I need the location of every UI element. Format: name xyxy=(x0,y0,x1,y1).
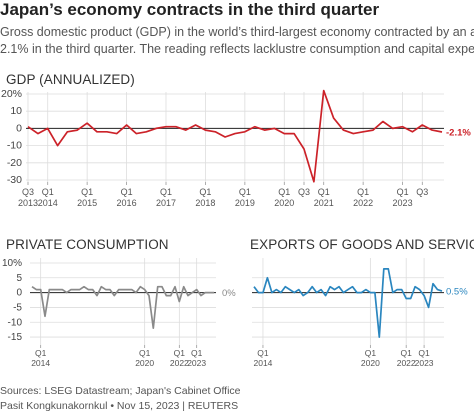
gdp-xtick-quarter: Q1 xyxy=(278,187,290,197)
consumption-xtick-quarter: Q1 xyxy=(191,348,203,358)
gdp-xtick-year: 2014 xyxy=(38,198,58,208)
consumption-chart-title: PRIVATE CONSUMPTION xyxy=(6,237,169,252)
gdp-xtick-quarter: Q1 xyxy=(199,187,211,197)
gdp-chart-title: GDP (ANNUALIZED) xyxy=(6,72,135,87)
gdp-xtick-quarter: Q1 xyxy=(81,187,93,197)
exports-xtick-quarter: Q1 xyxy=(257,348,269,358)
gdp-xtick-quarter: Q1 xyxy=(160,187,172,197)
exports-xtick-quarter: Q1 xyxy=(365,348,377,358)
credit-line: Pasit Kongkunakornkul • Nov 15, 2023 | R… xyxy=(0,400,239,412)
consumption-xtick-year: 2023 xyxy=(187,358,206,368)
gdp-end-label: -2.1% xyxy=(446,128,471,139)
gdp-xtick-quarter: Q3 xyxy=(416,187,428,197)
consumption-xtick-year: 2022 xyxy=(170,358,189,368)
consumption-ytick-label: 0 xyxy=(16,288,22,299)
consumption-end-label: 0% xyxy=(222,288,236,299)
gdp-xtick-quarter: Q1 xyxy=(357,187,369,197)
consumption-xtick-quarter: Q1 xyxy=(35,348,47,358)
gdp-ytick-label: 10 xyxy=(10,105,22,117)
consumption-ytick-label: 10% xyxy=(2,258,22,269)
gdp-xtick-year: 2015 xyxy=(77,198,97,208)
gdp-chart: 20%100-10-20-30Q32013Q12014Q12015Q12016Q… xyxy=(1,88,471,208)
consumption-ytick-label: 5 xyxy=(16,273,22,284)
consumption-ytick-label: -5 xyxy=(13,302,22,313)
page-title: Japan’s economy contracts in the third q… xyxy=(0,0,380,19)
gdp-xtick-year: 2022 xyxy=(353,198,373,208)
consumption-xtick-quarter: Q1 xyxy=(174,348,186,358)
gdp-ytick-label: -30 xyxy=(7,174,22,186)
gdp-xtick-year: 2013 xyxy=(18,198,38,208)
exports-xtick-year: 2022 xyxy=(397,358,416,368)
consumption-xtick-year: 2014 xyxy=(31,358,50,368)
exports-xtick-year: 2020 xyxy=(361,358,380,368)
sources-note: Sources: LSEG Datastream; Japan's Cabine… xyxy=(0,385,241,397)
exports-series-line xyxy=(253,268,443,338)
exports-xtick-year: 2023 xyxy=(415,358,434,368)
exports-xtick-year: 2014 xyxy=(253,358,272,368)
gdp-xtick-year: 2017 xyxy=(156,198,176,208)
gdp-xtick-quarter: Q3 xyxy=(22,187,34,197)
gdp-xtick-quarter: Q1 xyxy=(42,187,54,197)
exports-end-label: 0.5% xyxy=(446,287,468,298)
gdp-xtick-quarter: Q1 xyxy=(239,187,251,197)
exports-xtick-quarter: Q1 xyxy=(401,348,413,358)
consumption-series-line xyxy=(31,285,214,330)
gdp-ytick-label: -20 xyxy=(7,157,22,169)
gdp-xtick-year: 2020 xyxy=(274,198,294,208)
exports-xtick-quarter: Q1 xyxy=(418,348,430,358)
gdp-xtick-year: 2019 xyxy=(235,198,255,208)
consumption-ytick-label: -10 xyxy=(8,317,23,328)
gdp-xtick-year: 2021 xyxy=(314,198,334,208)
gdp-xtick-year: 2023 xyxy=(393,198,413,208)
consumption-xtick-quarter: Q1 xyxy=(139,348,151,358)
consumption-ytick-label: -15 xyxy=(8,332,23,343)
gdp-ytick-label: -10 xyxy=(7,140,22,152)
gdp-xtick-quarter: Q1 xyxy=(121,187,133,197)
gdp-ytick-label: 0 xyxy=(16,122,22,134)
gdp-xtick-quarter: Q1 xyxy=(397,187,409,197)
subtitle-line-1: Gross domestic product (GDP) in the worl… xyxy=(0,25,474,39)
gdp-xtick-quarter: Q1 xyxy=(318,187,330,197)
subtitle-line-2: 2.1% in the third quarter. The reading r… xyxy=(0,42,474,56)
gdp-xtick-year: 2018 xyxy=(195,198,215,208)
page-subtitle: Gross domestic product (GDP) in the worl… xyxy=(0,24,474,58)
gdp-ytick-label: 20% xyxy=(1,88,22,100)
gdp-xtick-quarter: Q3 xyxy=(298,187,310,197)
exports-chart-title: EXPORTS OF GOODS AND SERVICES xyxy=(250,237,474,252)
gdp-xtick-year: 2016 xyxy=(117,198,137,208)
consumption-xtick-year: 2020 xyxy=(135,358,154,368)
gdp-series-line xyxy=(27,89,443,183)
